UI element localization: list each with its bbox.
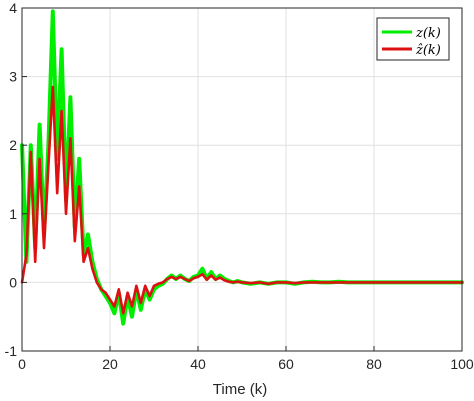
y-tick-label: -1 [5, 343, 18, 359]
x-tick-label: 40 [190, 356, 206, 372]
y-tick-label: 1 [9, 206, 17, 222]
legend-box [376, 17, 450, 61]
plot-frame [21, 7, 463, 352]
legend: z(k) ẑ(k) [376, 17, 450, 61]
x-tick-label: 80 [366, 356, 382, 372]
x-tick-label: 20 [102, 356, 118, 372]
y-tick-label: 3 [9, 69, 17, 85]
series-line-zhat [20, 85, 464, 315]
x-tick-label: 100 [450, 356, 474, 372]
x-tick-label: 0 [18, 356, 26, 372]
x-axis-title: Time (k) [213, 381, 267, 398]
y-tick-label: 0 [9, 274, 17, 290]
series-group [20, 9, 464, 326]
legend-label-z: z(k) [415, 26, 441, 41]
y-tick-label: 4 [9, 0, 17, 16]
legend-label-zhat: ẑ(k) [415, 43, 441, 58]
x-tick-label: 60 [278, 356, 294, 372]
y-tick-label: 2 [9, 137, 17, 153]
